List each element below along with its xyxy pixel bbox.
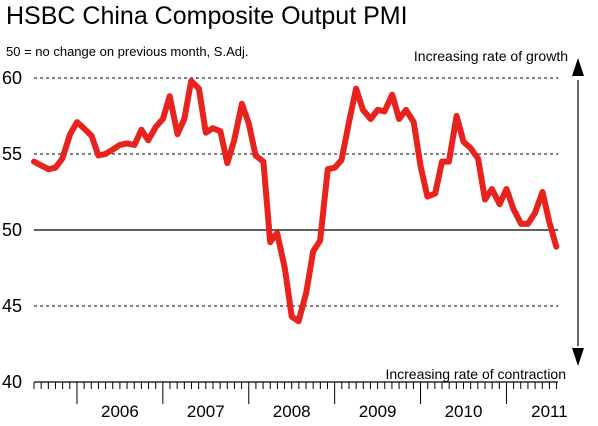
arrow-down-head xyxy=(572,348,584,366)
chart-subtitle: 50 = no change on previous month, S.Adj. xyxy=(6,44,249,59)
y-tick-label: 40 xyxy=(2,372,22,392)
x-year-label: 2011 xyxy=(531,402,568,421)
y-tick-label: 50 xyxy=(2,220,22,240)
x-year-label: 2010 xyxy=(445,402,483,421)
y-tick-label: 60 xyxy=(2,68,22,88)
arrow-up-head xyxy=(572,58,584,76)
annotation-growth: Increasing rate of growth xyxy=(414,48,568,64)
x-year-label: 2006 xyxy=(101,402,139,421)
x-year-label: 2008 xyxy=(273,402,311,421)
chart-title: HSBC China Composite Output PMI xyxy=(6,2,408,30)
y-tick-label: 55 xyxy=(2,144,22,164)
y-tick-label: 45 xyxy=(2,296,22,316)
x-year-label: 2007 xyxy=(187,402,225,421)
series-line xyxy=(31,78,560,325)
annotation-contraction: Increasing rate of contraction xyxy=(385,366,566,382)
x-year-label: 2009 xyxy=(359,402,397,421)
